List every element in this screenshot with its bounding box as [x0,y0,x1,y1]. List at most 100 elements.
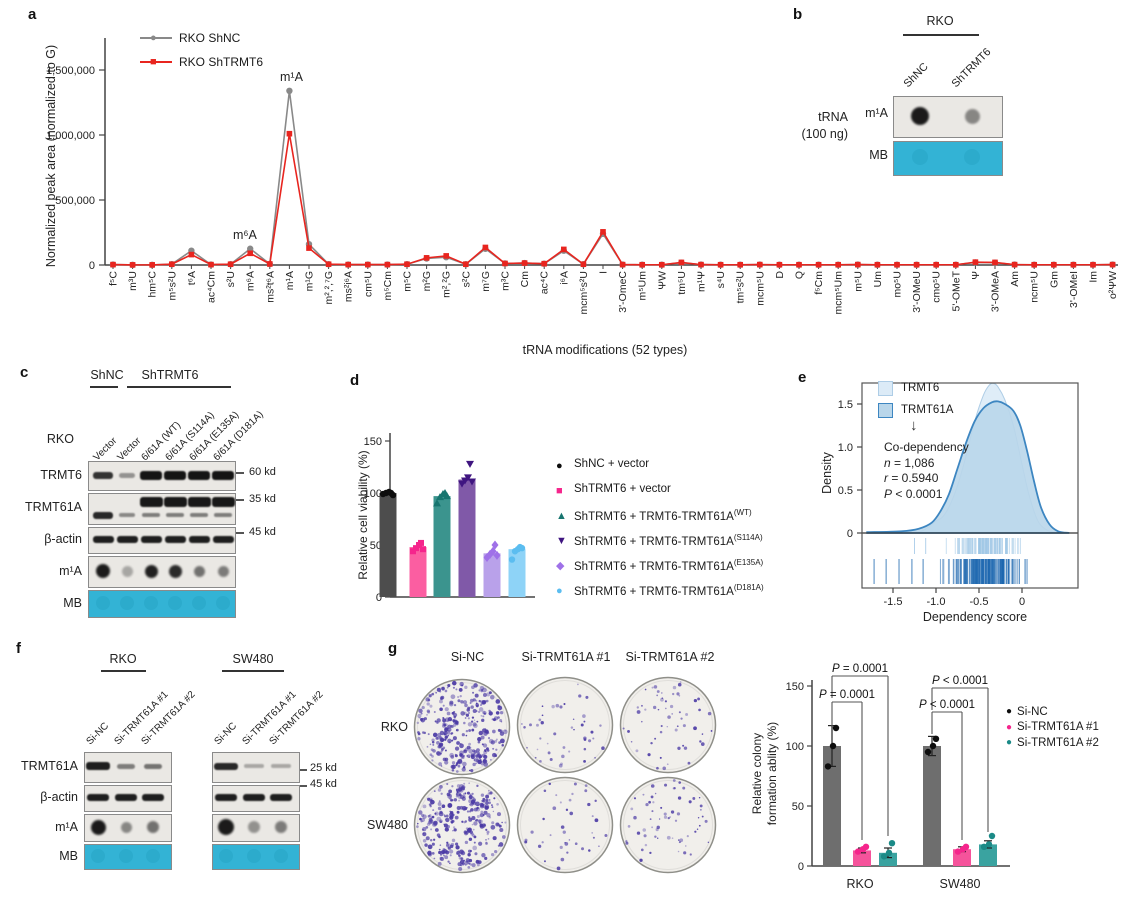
panel-d-legend-label: ShTRMT6 + TRMT6-TRMT61A(E135A) [574,558,763,573]
colony-dot [699,740,702,743]
panel-d-legend-label: ShTRMT6 + TRMT6-TRMT61A(D181A) [574,583,764,598]
colony-dot [538,718,542,722]
mb-dot [96,596,110,610]
colony-dot [454,815,459,820]
a-x-tick-label: tm⁵U [676,271,688,295]
colony-dot [445,850,450,855]
e-y-tick-label: 0.5 [838,485,853,497]
panel-b-mb-blot [893,141,1003,176]
colony-dot [488,711,493,716]
span-shape: ShTRMT6 + vector [574,483,671,495]
g-dot [988,832,996,840]
colony-dot [677,746,681,750]
colony-dot [591,832,594,834]
colony-dot [443,854,445,857]
colony-dot [547,751,551,755]
protein-band [166,513,184,517]
colony-dot [428,694,432,698]
panel-g-label: g [388,640,398,657]
colony-dot [459,794,465,800]
a-x-tick-label: f⁵Cm [813,271,825,295]
colony-dot [556,866,561,871]
a-marker-square [521,260,528,266]
a-marker-square [894,261,900,268]
colony-dot [627,729,630,733]
a-marker-square [639,261,645,268]
mb-dot [120,596,134,610]
colony-dot [485,729,489,734]
a-x-tick-label: Am [1009,271,1021,287]
colony-dot [469,793,472,796]
colony-dot [479,758,482,762]
colony-dot [457,862,462,867]
blot-dot [217,565,229,577]
g-dot [854,848,862,855]
span-shape [140,61,172,64]
d-bar-4 [483,553,501,597]
g-dot [932,735,940,742]
colony-dot [676,692,680,696]
g-group-label-RKO: RKO [846,877,873,891]
colony-dot [495,711,500,715]
colony-dot [472,762,476,767]
colony-dot [483,823,486,826]
colony-dot [468,817,473,822]
colony-dot [463,830,468,834]
colony-dot [444,757,449,762]
d-dot [443,492,451,500]
a-x-tick-label: 3'-OmeC [617,271,629,313]
g-y-tick-label: 0 [798,861,804,873]
colony-dot [592,836,595,839]
d-dot [389,491,397,499]
colony-dot [463,808,465,810]
panel-f-row-label-mb: MB [59,849,78,863]
colony-dot [558,763,563,768]
a-marker-square [188,251,195,258]
colony-dot [442,718,447,723]
colony-dot [468,742,472,746]
colony-dot [482,715,485,718]
panel-a-legend: ● RKO ShNC ■ RKO ShTRMT6 [140,26,263,74]
panel-c-size-tick-35 [236,499,244,501]
colony-dot [562,830,566,834]
panel-g-col-header-si2: Si-TRMT61A #2 [625,650,715,664]
panel-e-x-axis-title: Dependency score [922,610,1028,624]
colony-dot [540,721,544,725]
a-marker-square [149,262,155,268]
colony-dot [432,821,438,826]
colony-dot [469,702,472,705]
colony-dot [552,806,557,811]
sup-shape: (D181A) [733,583,764,592]
colony-dot [592,737,595,740]
colony-dot [562,746,566,749]
colony-dot [429,839,433,842]
colony-dot [636,710,641,714]
a-x-tick-label: Q [794,271,806,279]
colony-dot [438,835,441,839]
a-marker-square [698,261,704,268]
colony-dot [501,821,503,824]
colony-dot [451,761,456,765]
mb-dot [119,849,133,863]
colony-dot [456,850,460,855]
colony-dot [475,762,478,765]
span-shape: ShNC + vector [574,458,650,470]
colony-dot [467,849,472,853]
colony-dot [439,856,444,861]
colony-dot [656,825,660,830]
colony-dot [426,702,430,706]
colony-dot [701,815,704,818]
colony-dot [455,793,458,796]
colony-dot [492,718,496,722]
protein-band [140,535,162,543]
colony-dot [495,699,501,704]
colony-dot [433,857,436,860]
colony-dot [439,690,442,693]
colony-dot [467,717,470,720]
colony-dot [683,746,688,750]
colony-dot [456,850,461,855]
stat-p: P < 0.0001 [884,486,943,501]
g-y-tick-label: 150 [786,681,804,693]
colony-dot [451,739,454,741]
colony-dot [534,756,537,759]
